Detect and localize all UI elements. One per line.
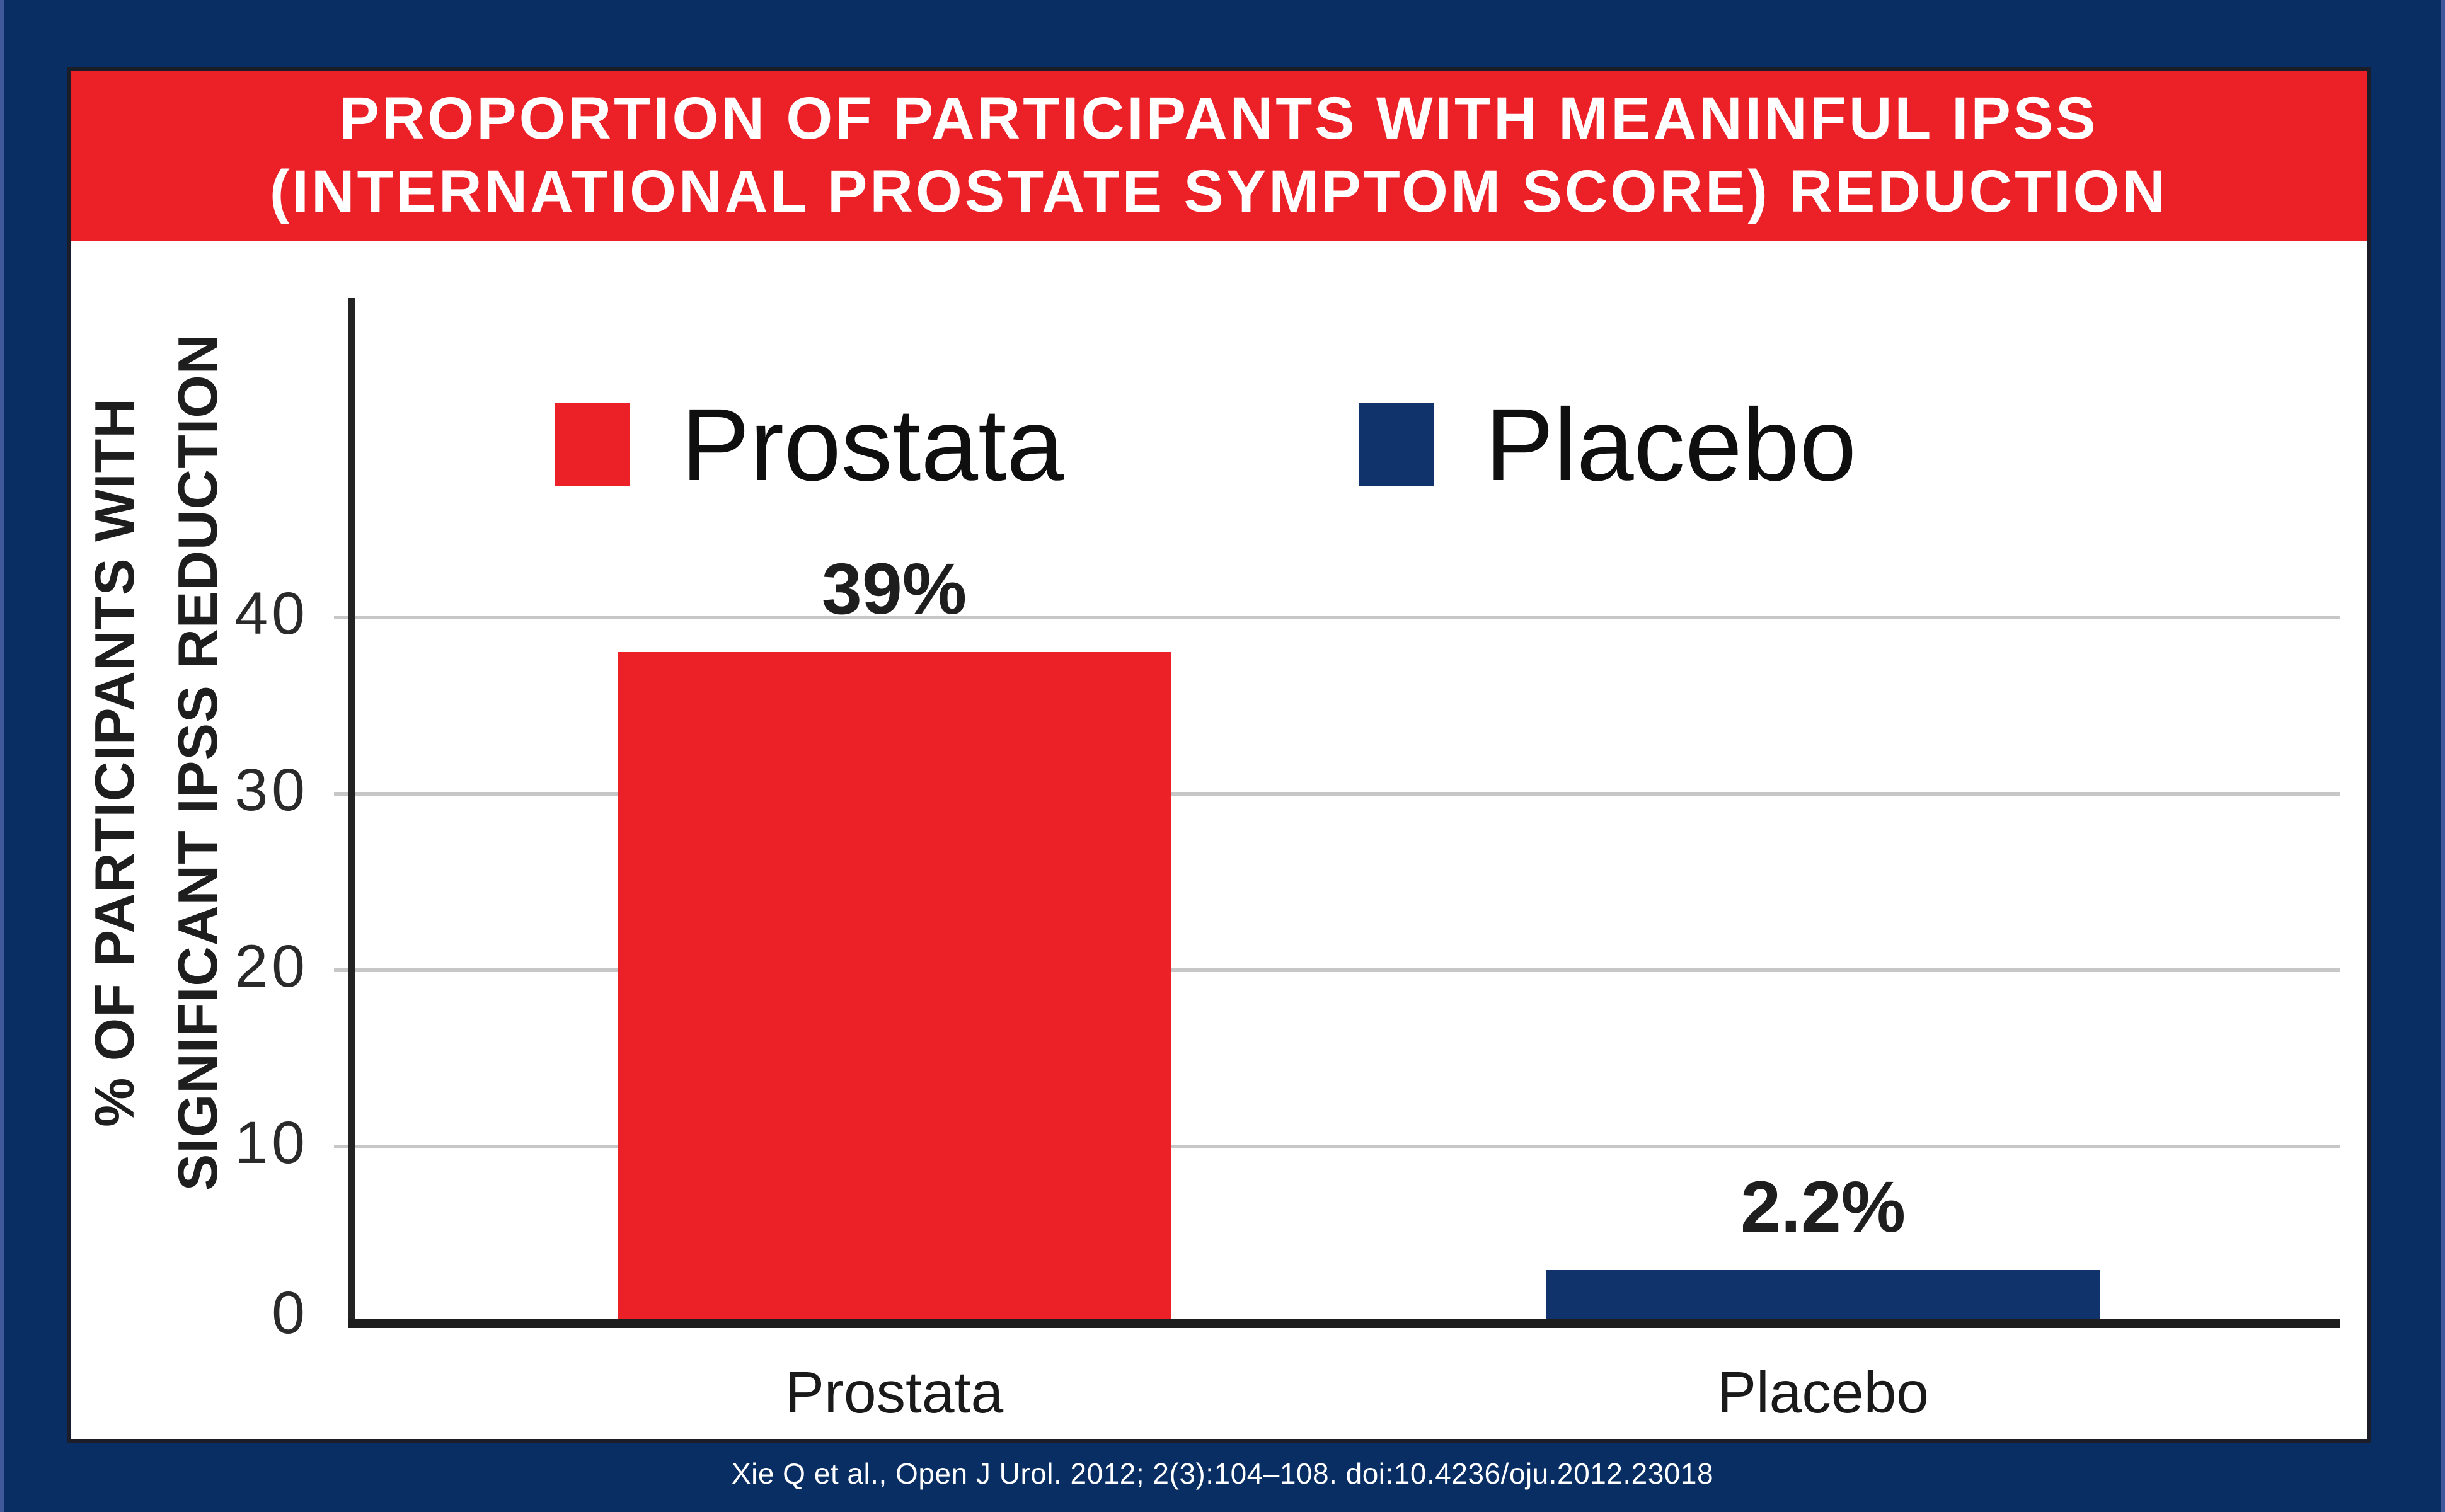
x-axis-line	[348, 1319, 2340, 1328]
y-axis-line	[348, 298, 355, 1327]
chart-panel: PROPORTION OF PARTICIPANTS WITH MEANINFU…	[67, 67, 2371, 1443]
value-label-placebo: 2.2%	[1740, 1167, 1906, 1247]
title-line-2: (INTERNATIONAL PROSTATE SYMPTOM SCORE) R…	[269, 158, 2168, 225]
bar-prostata	[618, 652, 1171, 1326]
legend-swatch-prostata	[555, 403, 630, 486]
bar-placebo	[1546, 1270, 2100, 1326]
title-banner: PROPORTION OF PARTICIPANTS WITH MEANINFU…	[71, 71, 2367, 241]
legend-item-prostata: Prostata	[555, 387, 1064, 502]
edge-highlight-right	[2441, 0, 2445, 1512]
citation-text: Xie Q et al., Open J Urol. 2012; 2(3):10…	[731, 1457, 1714, 1490]
y-tick-40: 40	[234, 580, 309, 647]
gridline-20	[334, 968, 2340, 972]
gridline-10	[334, 1145, 2340, 1148]
gridline-40	[334, 616, 2340, 619]
legend-label-placebo: Placebo	[1485, 387, 1857, 502]
y-tick-20: 20	[234, 933, 309, 1000]
gridline-30	[334, 792, 2340, 796]
y-tick-0: 0	[272, 1280, 309, 1346]
y-axis-title-line-1: % OF PARTICIPANTS WITH	[83, 398, 146, 1127]
y-tick-10: 10	[234, 1109, 309, 1176]
edge-highlight-left	[0, 0, 4, 1512]
legend-item-placebo: Placebo	[1359, 387, 1857, 502]
category-label-prostata: Prostata	[785, 1360, 1004, 1425]
title-line-1: PROPORTION OF PARTICIPANTS WITH MEANINFU…	[339, 85, 2098, 152]
y-tick-30: 30	[234, 757, 309, 823]
category-label-placebo: Placebo	[1717, 1360, 1930, 1425]
legend-swatch-placebo	[1359, 403, 1434, 486]
legend-label-prostata: Prostata	[681, 387, 1064, 502]
value-label-prostata: 39%	[821, 549, 967, 630]
